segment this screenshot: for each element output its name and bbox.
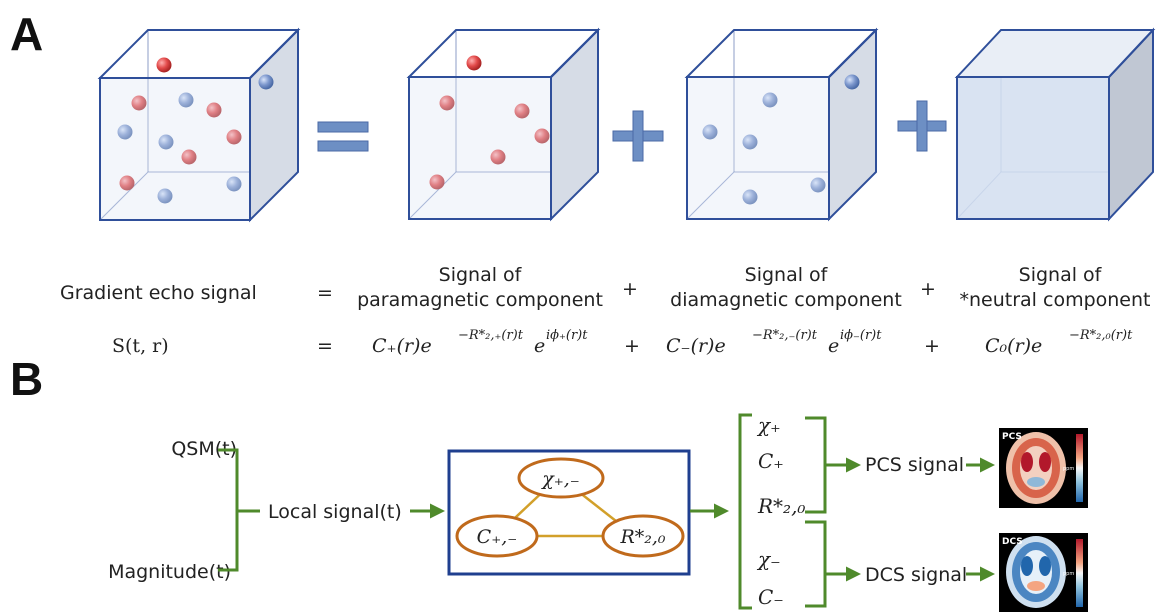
paramagnetic-particle bbox=[466, 55, 482, 71]
dia-label-line1: Signal of bbox=[745, 264, 829, 286]
diamagnetic-particle bbox=[157, 188, 173, 204]
diamagnetic-particle bbox=[158, 134, 174, 150]
cube-mixed bbox=[97, 27, 301, 223]
paramagnetic-particle bbox=[490, 149, 506, 165]
paramagnetic-particle bbox=[119, 175, 135, 191]
diamagnetic-particle bbox=[702, 124, 718, 140]
equation-words: Gradient echo signal = Signal of paramag… bbox=[60, 264, 1150, 311]
equals-operator bbox=[317, 121, 369, 152]
out-chi-minus: χ₋ bbox=[756, 547, 781, 571]
node-chi bbox=[517, 457, 605, 499]
diamagnetic-particle bbox=[810, 177, 826, 193]
neutral-label-line2: *neutral component bbox=[960, 289, 1151, 311]
cube-edge bbox=[249, 29, 299, 79]
input-bracket bbox=[218, 448, 239, 572]
diamagnetic-particle bbox=[258, 74, 274, 90]
gradient-echo-label: Gradient echo signal bbox=[60, 282, 257, 304]
out-chi-plus: χ₊ bbox=[756, 413, 781, 437]
paramagnetic-particle bbox=[226, 129, 242, 145]
cube-diamagnetic bbox=[684, 27, 879, 222]
diamagnetic-particle bbox=[742, 134, 758, 150]
cube-front-face bbox=[956, 76, 1110, 220]
cube-front-face bbox=[99, 77, 251, 221]
paramagnetic-particle bbox=[206, 102, 222, 118]
dia-label-line2: diamagnetic component bbox=[670, 289, 902, 311]
term-zero-exp1: −R*₂,₀(r)t bbox=[1069, 328, 1133, 343]
cube-front-face bbox=[686, 76, 830, 220]
cube-side-face bbox=[249, 27, 299, 223]
plus-operator-1 bbox=[612, 110, 664, 162]
dcs-colorbar-unit: ppm bbox=[1063, 571, 1074, 577]
panel-b-diagram: QSM(t) Magnitude(t) Local signal(t) χ₊,₋… bbox=[108, 413, 1088, 612]
term-minus-exp2: iϕ₋(r)t bbox=[840, 328, 882, 343]
diamagnetic-particle bbox=[762, 92, 778, 108]
out-c-minus: C₋ bbox=[758, 585, 784, 609]
out-r: R*₂,₀ bbox=[757, 494, 805, 518]
cube-side-face bbox=[828, 27, 877, 222]
node-c bbox=[455, 514, 539, 558]
pcs-map-image: PCS ppm bbox=[999, 428, 1088, 508]
dcs-bracket bbox=[805, 520, 827, 608]
panel-label-b: B bbox=[10, 353, 43, 405]
para-label-line2: paramagnetic component bbox=[357, 289, 603, 311]
plus-operator-2 bbox=[897, 100, 947, 152]
term-plus-exp1: −R*₂,₊(r)t bbox=[458, 328, 524, 343]
diamagnetic-particle bbox=[117, 124, 133, 140]
plus-sign-2: + bbox=[920, 278, 936, 300]
node-r bbox=[601, 514, 685, 558]
plus-sign-3: + bbox=[624, 335, 640, 357]
para-label-line1: Signal of bbox=[439, 264, 523, 286]
term-minus-e2: e bbox=[828, 335, 839, 357]
pcs-bracket bbox=[805, 416, 827, 514]
equation-formula: S(t, r) = C₊(r)e −R*₂,₊(r)t e iϕ₊(r)t + … bbox=[112, 328, 1133, 357]
equals-sign-2: = bbox=[317, 335, 333, 357]
cube-edge bbox=[1108, 29, 1154, 78]
plus-sign-4: + bbox=[924, 335, 940, 357]
output-outer-bracket bbox=[738, 413, 752, 610]
local-signal-label: Local signal(t) bbox=[268, 501, 402, 523]
out-c-plus: C₊ bbox=[758, 449, 784, 473]
term-zero-base: C₀(r)e bbox=[985, 335, 1042, 357]
dcs-map-label: DCS bbox=[1002, 537, 1023, 547]
paramagnetic-particle bbox=[429, 174, 445, 190]
pcs-map-label: PCS bbox=[1002, 432, 1022, 442]
paramagnetic-particle bbox=[181, 149, 197, 165]
diamagnetic-particle bbox=[178, 92, 194, 108]
equals-sign: = bbox=[317, 282, 333, 304]
diamagnetic-particle bbox=[226, 176, 242, 192]
term-plus-e2: e bbox=[534, 335, 545, 357]
cube-edge bbox=[550, 29, 599, 78]
cube-side-face bbox=[550, 27, 599, 222]
node-chi-label: χ₊,₋ bbox=[540, 468, 580, 490]
paramagnetic-particle bbox=[131, 95, 147, 111]
cube-edge bbox=[828, 29, 877, 78]
dcs-map-image: DCS ppm bbox=[999, 533, 1088, 612]
dcs-signal-label: DCS signal bbox=[865, 564, 967, 586]
cube-neutral bbox=[954, 27, 1156, 222]
pcs-signal-label: PCS signal bbox=[865, 454, 964, 476]
term-minus-base: C₋(r)e bbox=[666, 335, 726, 357]
cube-paramagnetic bbox=[406, 27, 601, 222]
paramagnetic-particle bbox=[439, 95, 455, 111]
term-minus-exp1: −R*₂,₋(r)t bbox=[752, 328, 818, 343]
diamagnetic-particle bbox=[742, 189, 758, 205]
signal-function: S(t, r) bbox=[112, 335, 169, 357]
cube-front-face bbox=[408, 76, 552, 220]
qsm-input-label: QSM(t) bbox=[171, 438, 237, 460]
paramagnetic-particle bbox=[156, 57, 172, 73]
term-plus-base: C₊(r)e bbox=[372, 335, 432, 357]
magnitude-input-label: Magnitude(t) bbox=[108, 561, 231, 583]
node-r-label: R*₂,₀ bbox=[619, 526, 665, 548]
diamagnetic-particle bbox=[844, 74, 860, 90]
plus-sign-1: + bbox=[622, 278, 638, 300]
pcs-colorbar-unit: ppm bbox=[1063, 466, 1074, 472]
node-c-label: C₊,₋ bbox=[477, 526, 518, 548]
paramagnetic-particle bbox=[534, 128, 550, 144]
paramagnetic-particle bbox=[514, 103, 530, 119]
neutral-label-line1: Signal of bbox=[1019, 264, 1103, 286]
panel-label-a: A bbox=[10, 8, 43, 60]
term-plus-exp2: iϕ₊(r)t bbox=[546, 328, 588, 343]
